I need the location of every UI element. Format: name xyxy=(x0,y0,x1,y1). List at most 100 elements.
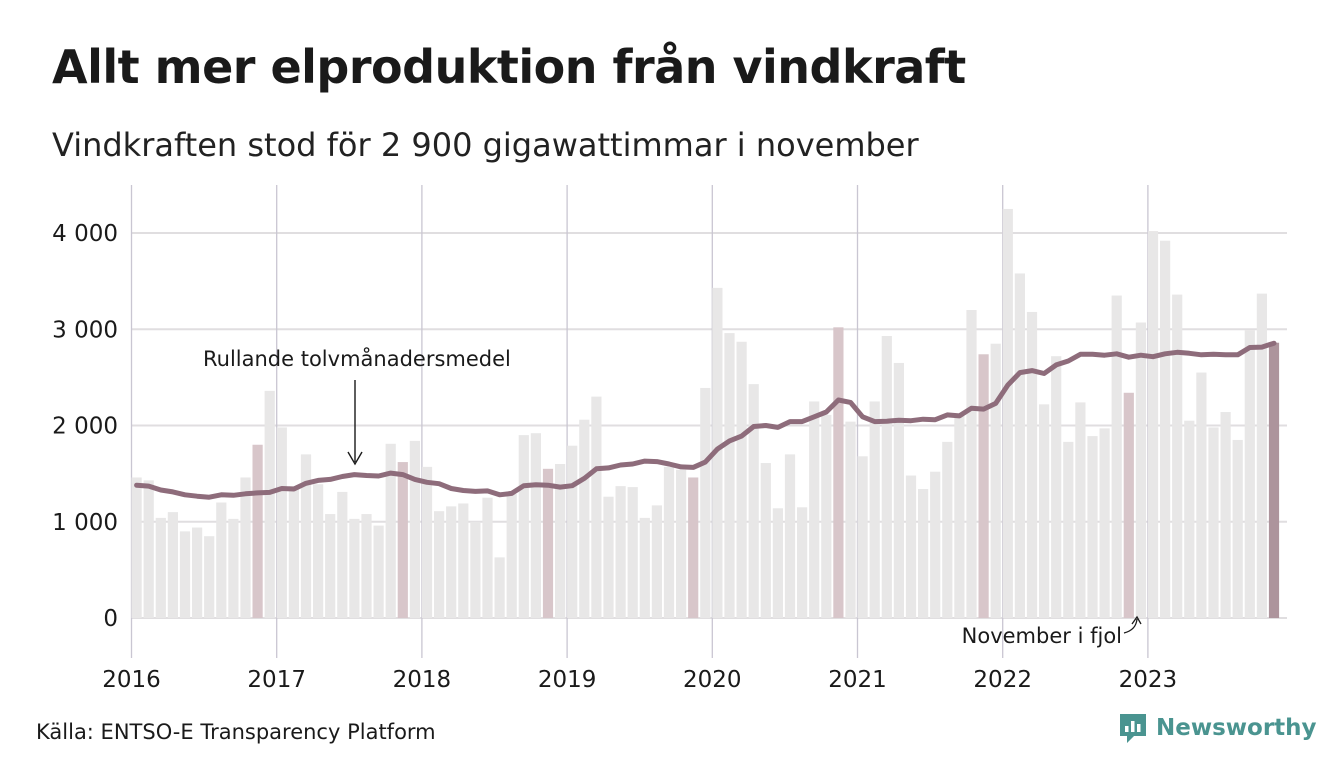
bar-month-28 xyxy=(470,521,481,618)
bar-month-27 xyxy=(458,503,469,618)
bar-month-24 xyxy=(421,466,433,618)
bar-month-53 xyxy=(772,508,783,618)
y-tick-label: 0 xyxy=(103,606,118,632)
bar-month-81 xyxy=(1111,295,1122,618)
bar-month-76 xyxy=(1051,356,1062,618)
bar-month-35 xyxy=(555,464,566,618)
x-tick-label: 2018 xyxy=(393,667,452,693)
newsworthy-logo[interactable]: Newsworthy xyxy=(1118,712,1317,744)
bar-month-18 xyxy=(349,518,360,618)
source-note: Källa: ENTSO-E Transparency Platform xyxy=(36,720,436,744)
bar-month-39 xyxy=(603,496,614,618)
rolling-average-line xyxy=(134,340,1277,500)
bar-month-92 xyxy=(1244,330,1255,618)
bar-month-11 xyxy=(264,390,275,618)
bar-month-25 xyxy=(434,511,445,618)
y-axis-ticks: 0 1 000 2 000 3 000 4 000 xyxy=(52,221,118,632)
bar-month-41 xyxy=(627,487,638,618)
bar-month-1 xyxy=(143,480,154,618)
bar-month-60 xyxy=(857,456,868,618)
y-tick-label: 2 000 xyxy=(52,414,118,440)
bar-month-13 xyxy=(288,486,299,618)
bar-month-2 xyxy=(155,517,166,618)
bar-month-22 xyxy=(397,462,408,618)
bar-month-64 xyxy=(905,475,917,618)
bar-month-0 xyxy=(131,477,142,618)
x-tick-label: 2020 xyxy=(683,667,742,693)
bar-month-51 xyxy=(748,384,759,618)
bar-month-9 xyxy=(240,477,251,618)
bar-month-16 xyxy=(325,514,336,618)
bar-month-26 xyxy=(446,506,457,618)
x-tick-label: 2022 xyxy=(973,667,1032,693)
bar-month-46 xyxy=(688,477,699,618)
bar-month-65 xyxy=(918,489,929,618)
bar-month-88 xyxy=(1196,372,1207,618)
x-axis-ticks: 2016 2017 2018 2019 2020 2021 2022 2023 xyxy=(102,667,1177,693)
bar-month-86 xyxy=(1172,294,1183,618)
bar-month-84 xyxy=(1147,231,1159,618)
bar-month-3 xyxy=(167,512,178,618)
bar-month-17 xyxy=(337,491,348,618)
bar-month-44 xyxy=(663,466,675,618)
bar-month-6 xyxy=(204,536,215,618)
bar-month-77 xyxy=(1063,441,1074,618)
x-tick-label: 2017 xyxy=(247,667,306,693)
bar-month-7 xyxy=(216,502,227,618)
bar-month-34 xyxy=(542,468,554,618)
x-tick-label: 2021 xyxy=(828,667,887,693)
bar-month-19 xyxy=(361,514,372,618)
annotation-arrowhead-2 xyxy=(1131,615,1142,625)
bar-month-49 xyxy=(724,333,735,618)
chart-title: Allt mer elproduktion från vindkraft xyxy=(52,40,966,94)
bar-month-90 xyxy=(1220,412,1231,618)
bar-month-37 xyxy=(579,419,590,618)
bar-month-12 xyxy=(276,427,287,618)
bar-month-91 xyxy=(1232,439,1243,618)
bar-month-75 xyxy=(1039,404,1050,618)
bar-month-21 xyxy=(385,443,396,618)
bar-month-83 xyxy=(1135,322,1146,618)
bar-month-20 xyxy=(373,525,384,618)
bar-month-14 xyxy=(300,454,312,618)
bar-month-30 xyxy=(494,557,505,618)
bar-month-61 xyxy=(869,401,880,618)
x-tick-label: 2023 xyxy=(1119,667,1178,693)
bars xyxy=(131,208,1280,618)
bar-month-66 xyxy=(930,471,941,618)
bar-month-43 xyxy=(651,505,662,618)
bar-month-5 xyxy=(192,527,203,618)
bar-month-10 xyxy=(252,444,263,618)
bar-month-68 xyxy=(954,415,965,618)
bar-month-62 xyxy=(881,335,892,618)
bar-month-72 xyxy=(1002,208,1013,618)
bar-month-87 xyxy=(1184,420,1195,618)
bar-month-42 xyxy=(639,517,650,618)
bar-month-36 xyxy=(567,445,578,618)
bar-month-79 xyxy=(1087,436,1098,618)
bar-month-78 xyxy=(1075,402,1086,618)
y-tick-label: 4 000 xyxy=(52,221,118,247)
bar-month-58 xyxy=(833,327,844,618)
bar-month-82 xyxy=(1123,392,1134,618)
bar-month-80 xyxy=(1099,428,1110,618)
bar-month-52 xyxy=(760,463,771,618)
bar-month-89 xyxy=(1208,427,1219,618)
y-tick-label: 1 000 xyxy=(52,510,118,536)
annotation-rolling-average: Rullande tolvmånadersmedel xyxy=(203,346,511,371)
bar-month-15 xyxy=(313,484,324,618)
annotation-arrowhead xyxy=(347,451,363,466)
bar-month-85 xyxy=(1160,240,1171,618)
bar-month-45 xyxy=(676,469,687,618)
annotation-november-last-year: November i fjol xyxy=(962,624,1122,648)
bar-month-47 xyxy=(700,387,711,618)
bar-month-23 xyxy=(409,440,420,618)
bar-month-94 xyxy=(1268,342,1280,618)
brand-name: Newsworthy xyxy=(1156,715,1317,741)
bar-month-63 xyxy=(893,362,904,618)
x-tick-label: 2016 xyxy=(102,667,161,693)
bar-month-69 xyxy=(966,310,977,618)
bar-month-40 xyxy=(615,486,626,618)
bar-month-55 xyxy=(797,507,808,618)
